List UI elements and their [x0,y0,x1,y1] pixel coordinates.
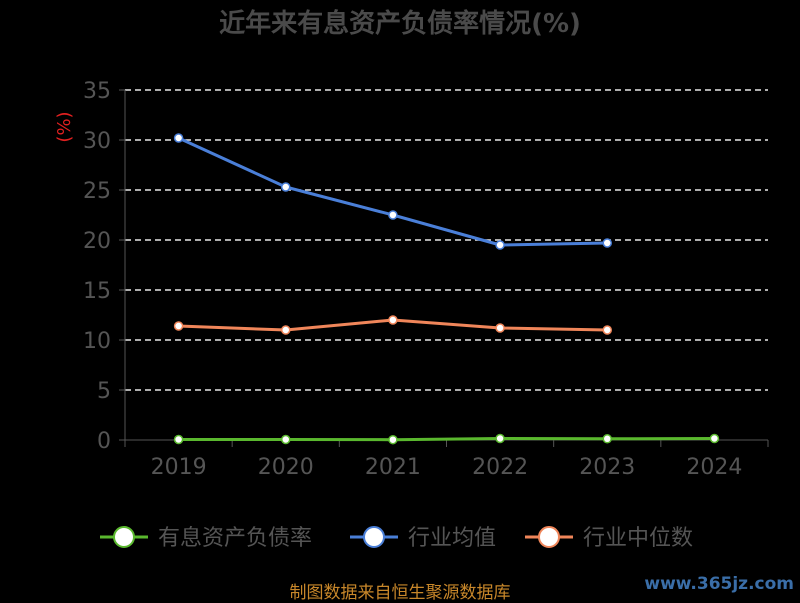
y-axis-unit: (%) [54,111,75,142]
y-tick-label: 15 [83,279,111,304]
y-tick-label: 25 [83,179,111,204]
data-point [281,182,291,192]
data-point [495,433,505,444]
data-point [173,434,184,445]
watermark: www.365jz.com [644,574,794,594]
data-point [388,210,398,220]
data-point [173,133,184,143]
legend-item-2[interactable]: 行业均值 [350,526,496,551]
legend-item-3[interactable]: 行业中位数 [525,526,693,551]
data-point [281,325,291,335]
legend-marker [113,526,135,548]
data-point [495,240,505,250]
x-tick-label: 2024 [686,455,742,480]
legend-marker [538,526,560,548]
data-point [709,433,720,444]
series-group [173,133,720,445]
chart-title: 近年来有息资产负债率情况(%) [219,8,581,39]
data-point [388,434,398,445]
legend-marker [363,526,385,548]
legend[interactable]: 有息资产负债率 行业均值 行业中位数 [100,526,693,551]
y-tick-label: 30 [83,129,111,154]
legend-label: 行业中位数 [583,526,693,551]
data-point [602,434,612,444]
legend-label: 行业均值 [408,526,496,551]
data-point [602,238,612,248]
data-point [388,315,398,325]
grid-lines [125,89,768,391]
y-tick-label: 20 [83,229,111,254]
series-line-1 [178,437,715,442]
x-tick-label: 2021 [365,455,421,480]
y-tick-label: 0 [97,429,111,454]
x-tick-label: 2023 [579,455,635,480]
legend-item-1[interactable]: 有息资产负债率 [100,526,312,551]
axes [119,89,769,447]
data-point [495,323,505,333]
data-point [602,325,612,335]
data-source-note: 制图数据来自恒生聚源数据库 [289,583,511,603]
x-tick-label: 2022 [472,455,528,480]
y-tick-label: 5 [97,379,111,404]
x-axis-ticks: 2019 2020 2021 2022 2023 2024 [151,455,743,480]
legend-label: 有息资产负债率 [158,526,312,551]
data-point [281,434,291,445]
series-line-2 [177,136,608,247]
y-tick-label: 10 [83,329,111,354]
data-point [173,321,184,331]
x-tick-label: 2019 [151,455,207,480]
y-tick-label: 35 [83,79,111,104]
y-axis-ticks: 0 5 10 15 20 25 30 35 [83,79,111,454]
x-tick-label: 2020 [258,455,314,480]
